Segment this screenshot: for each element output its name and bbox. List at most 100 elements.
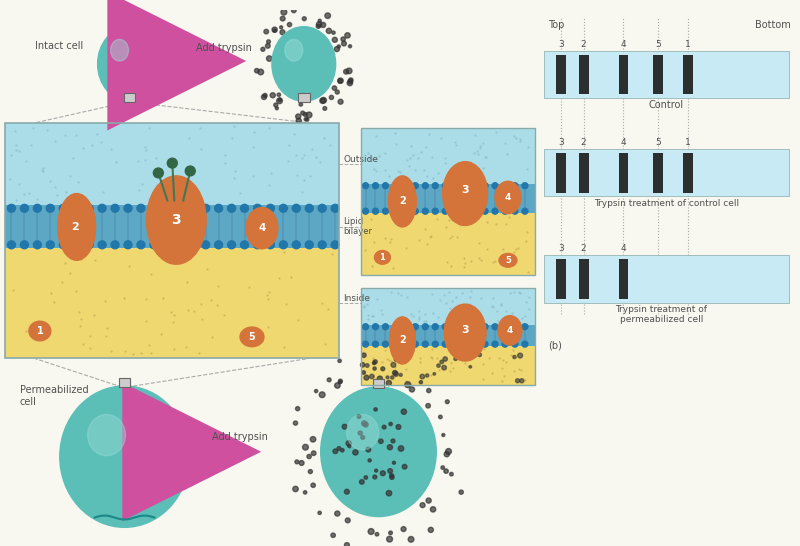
Circle shape — [462, 324, 468, 330]
Text: Intact cell: Intact cell — [35, 41, 83, 51]
Circle shape — [227, 241, 235, 249]
Circle shape — [362, 341, 369, 347]
Circle shape — [391, 439, 395, 443]
Text: 1: 1 — [686, 40, 691, 49]
Circle shape — [311, 451, 316, 455]
Circle shape — [320, 98, 326, 103]
Circle shape — [364, 476, 367, 479]
Circle shape — [440, 360, 443, 364]
Circle shape — [346, 518, 350, 523]
Circle shape — [438, 415, 442, 419]
Circle shape — [332, 31, 335, 34]
Circle shape — [426, 374, 429, 377]
Circle shape — [359, 479, 364, 484]
Circle shape — [391, 363, 396, 367]
Circle shape — [306, 118, 309, 121]
Circle shape — [522, 341, 528, 347]
Bar — [654, 55, 663, 94]
Circle shape — [375, 532, 378, 536]
Ellipse shape — [374, 251, 390, 264]
Text: 4: 4 — [621, 245, 626, 253]
Text: 3: 3 — [462, 185, 469, 194]
Circle shape — [452, 324, 458, 330]
Circle shape — [402, 208, 408, 214]
Ellipse shape — [346, 414, 378, 450]
Ellipse shape — [58, 193, 96, 260]
Bar — [618, 259, 629, 299]
Circle shape — [432, 324, 438, 330]
Circle shape — [432, 341, 438, 347]
Text: 2: 2 — [581, 245, 586, 253]
Ellipse shape — [240, 327, 264, 347]
Circle shape — [214, 204, 222, 212]
Circle shape — [72, 204, 80, 212]
Circle shape — [279, 241, 287, 249]
Circle shape — [277, 93, 281, 97]
Circle shape — [393, 324, 398, 330]
Circle shape — [472, 324, 478, 330]
Bar — [683, 55, 694, 94]
Text: 3: 3 — [171, 213, 181, 227]
Bar — [361, 213, 535, 275]
Text: Trypsin treatment of control cell: Trypsin treatment of control cell — [594, 199, 739, 209]
Text: Trypsin treatment of: Trypsin treatment of — [615, 305, 707, 314]
Circle shape — [462, 208, 468, 214]
Circle shape — [469, 366, 472, 368]
Circle shape — [386, 536, 393, 542]
Circle shape — [381, 367, 385, 371]
Circle shape — [344, 489, 350, 494]
Circle shape — [332, 86, 337, 90]
Circle shape — [380, 471, 386, 476]
Circle shape — [437, 364, 440, 367]
Circle shape — [261, 48, 265, 51]
Bar — [361, 346, 535, 385]
Circle shape — [330, 96, 334, 99]
Circle shape — [422, 341, 428, 347]
Circle shape — [374, 469, 378, 472]
Bar — [618, 153, 629, 193]
Circle shape — [382, 341, 389, 347]
Circle shape — [311, 483, 315, 488]
Circle shape — [420, 503, 425, 508]
Circle shape — [291, 8, 296, 13]
Circle shape — [346, 68, 352, 74]
Circle shape — [306, 204, 314, 212]
Circle shape — [432, 208, 438, 214]
Circle shape — [279, 204, 287, 212]
Circle shape — [258, 69, 264, 75]
Circle shape — [325, 13, 330, 19]
Circle shape — [452, 341, 458, 347]
Circle shape — [502, 341, 508, 347]
Ellipse shape — [146, 176, 206, 264]
Circle shape — [492, 208, 498, 214]
Circle shape — [446, 400, 450, 403]
Circle shape — [444, 469, 448, 473]
Circle shape — [412, 341, 418, 347]
Circle shape — [452, 183, 458, 188]
Circle shape — [364, 375, 369, 380]
Circle shape — [512, 324, 518, 330]
Circle shape — [308, 470, 313, 473]
Bar — [544, 51, 789, 98]
Circle shape — [373, 475, 377, 479]
Circle shape — [374, 360, 377, 364]
Circle shape — [472, 208, 478, 214]
Circle shape — [357, 414, 361, 418]
Circle shape — [368, 529, 374, 535]
Circle shape — [513, 355, 516, 359]
Circle shape — [382, 324, 389, 330]
Circle shape — [382, 208, 389, 214]
Circle shape — [389, 423, 392, 426]
Circle shape — [301, 111, 305, 115]
Circle shape — [361, 363, 365, 367]
Ellipse shape — [498, 316, 522, 345]
Circle shape — [450, 472, 454, 476]
Circle shape — [426, 498, 431, 503]
Circle shape — [362, 421, 366, 426]
Circle shape — [294, 421, 298, 425]
Bar — [544, 256, 789, 302]
Circle shape — [189, 241, 197, 249]
Circle shape — [394, 372, 398, 376]
Circle shape — [522, 183, 528, 188]
Circle shape — [254, 241, 262, 249]
